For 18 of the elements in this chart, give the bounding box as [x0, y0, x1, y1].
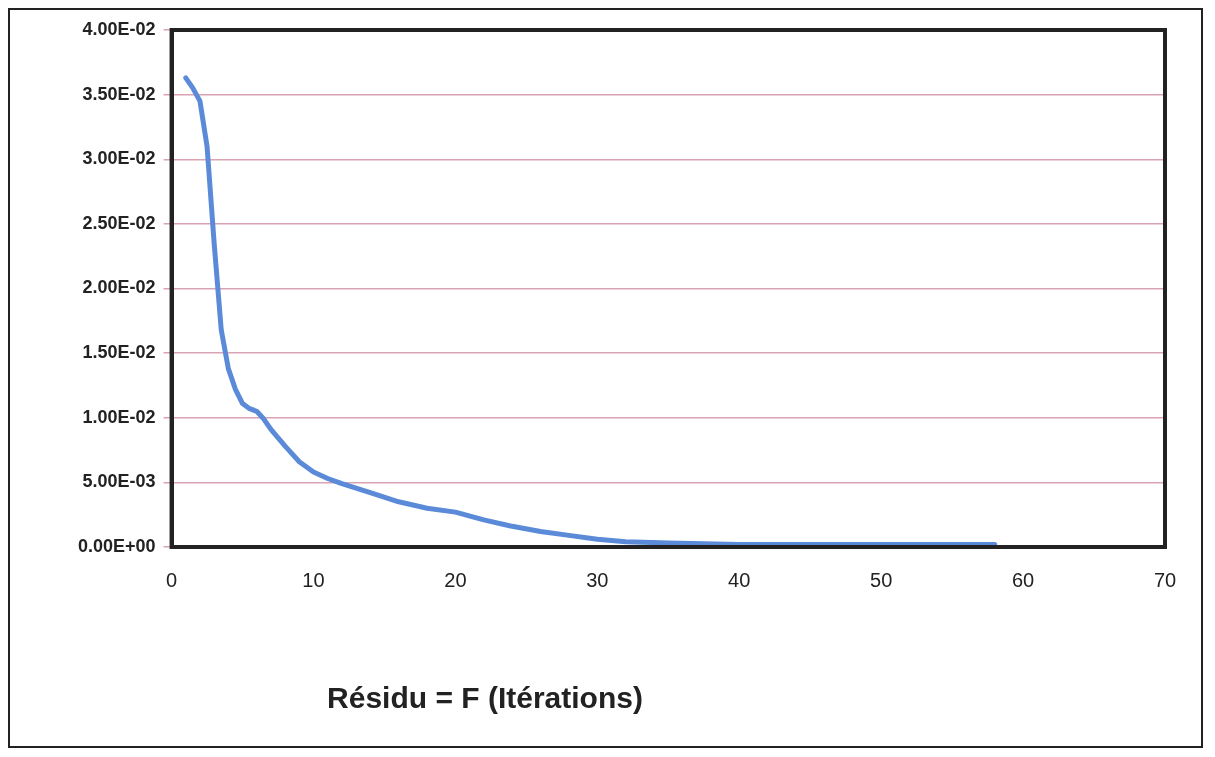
- y-tick-label: 1.00E-02: [82, 406, 156, 427]
- x-tick-label: 50: [870, 568, 893, 591]
- x-axis-title: Résidu = F (Itérations): [327, 681, 643, 714]
- y-tick-label: 1.50E-02: [82, 342, 156, 363]
- x-tick-label: 70: [1153, 568, 1177, 591]
- x-tick-label: 60: [1011, 568, 1035, 591]
- x-tick-label: 30: [586, 568, 609, 591]
- y-tick-label: 4.00E-02: [82, 18, 156, 39]
- x-tick-label: 10: [302, 568, 325, 591]
- y-tick-label: 0.00E+00: [77, 535, 156, 556]
- y-tick-label: 3.50E-02: [82, 83, 156, 104]
- x-tick-label: 40: [728, 568, 751, 591]
- x-tick-label: 20: [444, 568, 467, 591]
- y-tick-label: 5.00E-03: [82, 471, 156, 492]
- y-tick-label: 3.00E-02: [82, 148, 156, 169]
- y-tick-label: 2.50E-02: [82, 212, 156, 233]
- x-tick-label: 0: [166, 568, 178, 591]
- y-tick-label: 2.00E-02: [82, 277, 156, 298]
